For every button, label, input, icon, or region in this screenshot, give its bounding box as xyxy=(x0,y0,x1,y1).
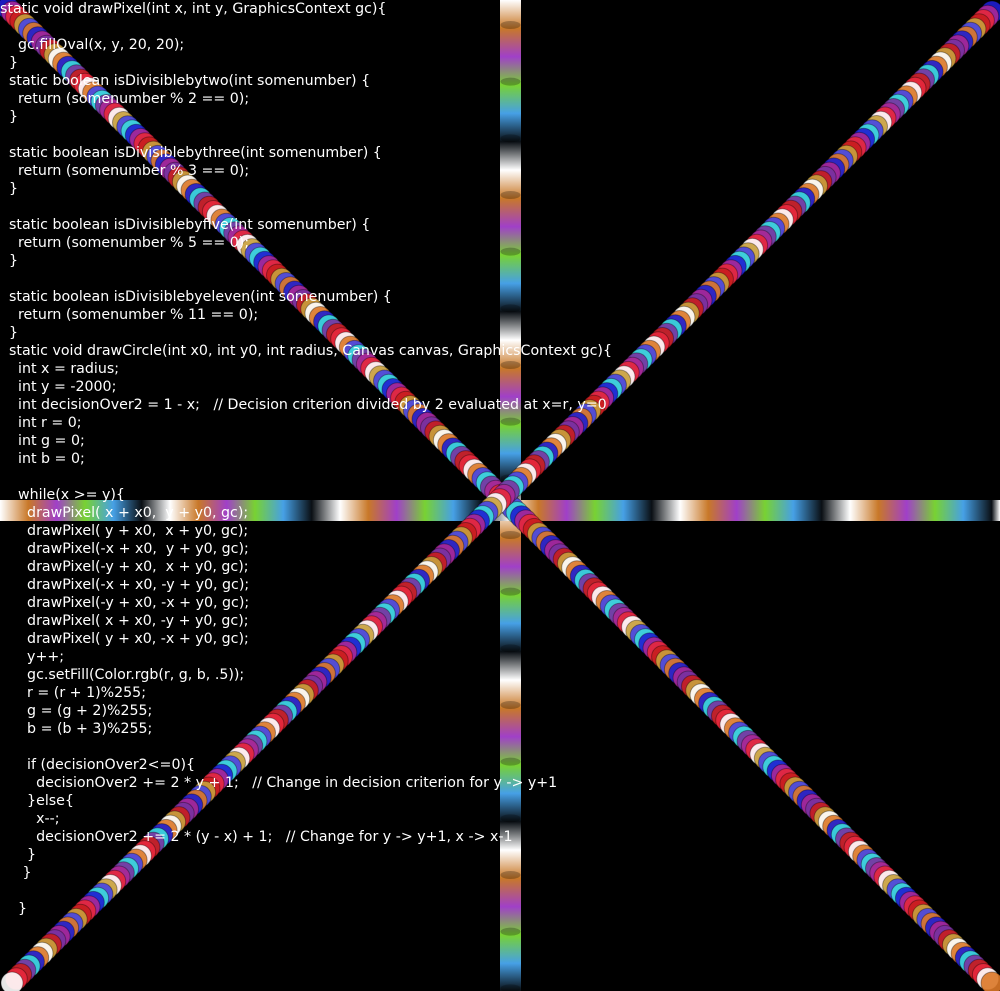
band-segment-cap xyxy=(500,644,521,653)
band-segment-cap xyxy=(500,871,521,879)
band-segment-cap xyxy=(500,814,521,823)
band-segment-cap xyxy=(500,247,521,256)
band-segment-cap xyxy=(500,304,521,313)
trail-dot xyxy=(980,971,1000,991)
band-segment-cap xyxy=(500,531,521,539)
band-segment-cap xyxy=(500,417,521,426)
band-segment-cap xyxy=(500,927,521,936)
band-segment-cap xyxy=(500,587,521,596)
trail-dot xyxy=(0,971,24,991)
band-segment-cap xyxy=(500,21,521,29)
band-segment-cap xyxy=(500,77,521,86)
band-segment-cap xyxy=(500,701,521,709)
band-segment-cap xyxy=(500,757,521,766)
band-segment-cap xyxy=(500,361,521,369)
band-segment-cap xyxy=(500,191,521,199)
band-segment-cap xyxy=(500,984,521,991)
band-segment-cap xyxy=(500,134,521,143)
